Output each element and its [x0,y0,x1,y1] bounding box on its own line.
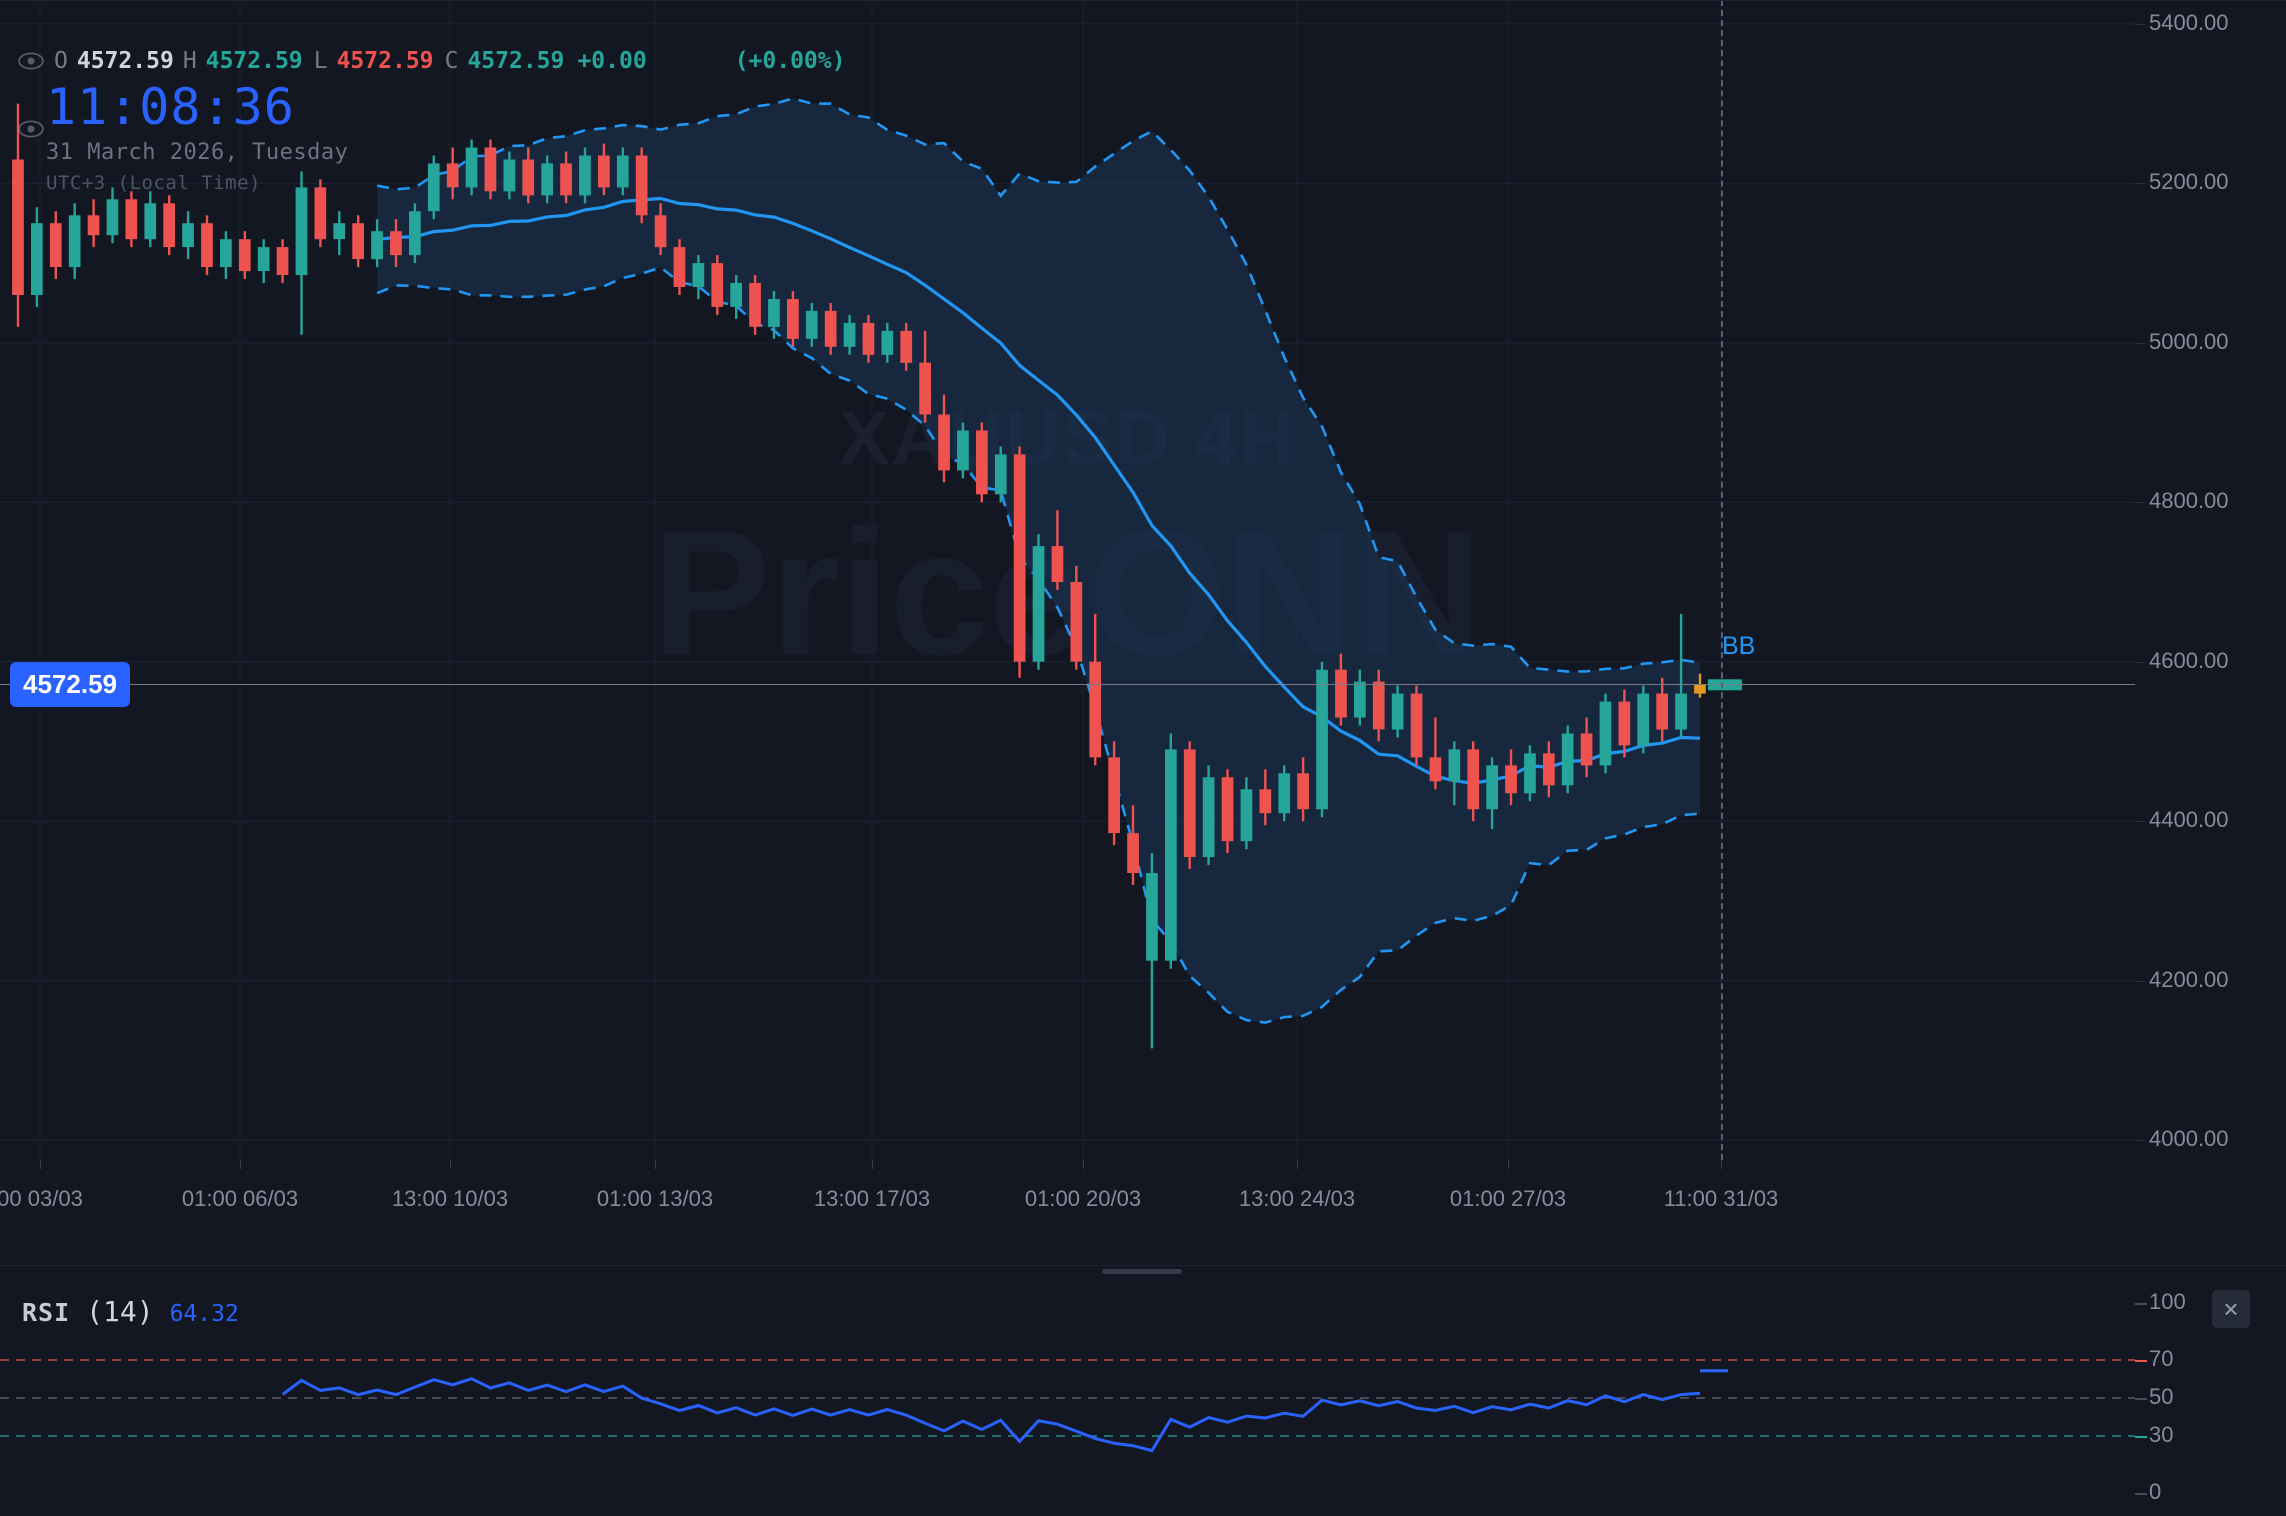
price-axis-dash [2135,183,2145,185]
ohlc-change-percent: (+0.00%) [734,48,846,74]
time-axis-tick: 01:00 20/03 [1024,1186,1142,1211]
chart-date-label: 31 March 2026, Tuesday [46,140,349,165]
current-price-badge[interactable]: 4572.59 [10,661,130,707]
pane-splitter[interactable] [0,1265,2286,1279]
time-axis-nub [872,1160,873,1169]
ohlc-low-label: L [313,48,328,74]
ohlc-change-absolute: +0.00 [577,48,647,74]
ohlc-open-label: O [54,48,68,74]
time-axis-tick: 13:00 17/03 [813,1186,931,1211]
rsi-axis-tick: 100 [2149,1289,2186,1314]
rsi-axis: 100 70 50 30 0 [2135,1279,2286,1516]
rsi-axis-dash [2135,1436,2147,1438]
ohlc-low-value: 4572.59 [336,48,434,74]
current-price-line [0,683,2135,685]
time-axis-tick: 13:00 24/03 [1238,1186,1356,1211]
price-axis-tick: 4000.00 [2149,1126,2229,1152]
time-axis-nub [1508,1160,1509,1169]
price-axis-dash [2135,23,2145,25]
ohlc-high-label: H [182,48,197,74]
chart-timezone-label: UTC+3 (Local Time) [46,172,261,194]
ohlc-high-value: 4572.59 [205,48,303,74]
rsi-period-label: (14) [86,1295,154,1328]
rsi-pane[interactable] [0,1279,2286,1516]
live-clock: 11:08:36 [46,78,295,136]
time-axis-tick: 01:00 06/03 [181,1186,299,1211]
time-axis-tick: 11:00 31/03 [1663,1186,1779,1211]
rsi-plot-area[interactable] [0,1303,2135,1493]
rsi-axis-dash [2135,1303,2147,1305]
visibility-eye-icon[interactable] [18,50,44,72]
price-axis-dash [2135,821,2145,823]
rsi-axis-dash [2135,1360,2147,1362]
price-axis-tick: 4200.00 [2149,966,2229,992]
price-axis-dash [2135,661,2145,663]
splitter-grip-handle[interactable] [1102,1269,1182,1274]
time-axis-nub [240,1160,241,1169]
time-axis-nub [40,1160,41,1169]
rsi-axis-dash [2135,1398,2147,1400]
rsi-indicator-name: RSI [22,1298,71,1327]
time-axis-tick: 13:00 10/03 [391,1186,509,1211]
time-axis-nub [450,1160,451,1169]
bollinger-bands-label[interactable]: BB [1722,631,1756,660]
price-axis-tick: 5400.00 [2149,9,2229,35]
close-icon[interactable]: × [2212,1290,2250,1328]
time-axis-nub [655,1160,656,1169]
visibility-eye-icon-secondary[interactable] [18,118,44,140]
price-plot-area[interactable]: XAUUSD 4H PriceONN BB [0,0,2135,1160]
rsi-legend[interactable]: RSI (14) 64.32 [22,1295,239,1328]
price-axis-tick: 5200.00 [2149,169,2229,195]
price-axis-dash [2135,502,2145,504]
rsi-axis-tick: 70 [2149,1346,2174,1371]
rsi-axis-tick: 50 [2149,1384,2174,1409]
time-axis-tick: 01:00 27/03 [1449,1186,1567,1211]
time-axis[interactable]: 00 03/03 01:00 06/03 13:00 10/03 01:00 13/0… [0,1160,2135,1230]
rsi-axis-dash [2135,1493,2147,1495]
price-axis-dash [2135,342,2145,344]
price-axis-tick: 4600.00 [2149,647,2229,673]
ohlc-close-label: C [444,48,459,74]
candlestick-series [12,97,1742,1049]
price-axis-dash [2135,980,2145,982]
price-axis[interactable]: 5400.00 5200.00 5000.00 4800.00 4600.00 4400.… [2135,0,2286,1160]
time-axis-tick: 01:00 13/03 [596,1186,714,1211]
price-axis-tick: 4800.00 [2149,488,2229,514]
price-axis-dash [2135,1140,2145,1142]
time-axis-nub [1083,1160,1084,1169]
time-axis-nub [1721,1160,1722,1169]
rsi-axis-tick: 30 [2149,1422,2174,1447]
price-pane[interactable]: XAUUSD 4H PriceONN BB O 4572.59 H 4572.59 … [0,0,2286,1285]
splitter-divider [0,1265,2286,1266]
time-axis-tick: 00 03/03 [0,1186,83,1211]
ohlc-open-value: 4572.59 [76,48,174,74]
price-axis-tick: 5000.00 [2149,328,2229,354]
rsi-line-series [0,1359,2135,1453]
price-axis-tick: 4400.00 [2149,807,2229,833]
rsi-axis-tick: 0 [2149,1479,2162,1504]
crosshair-vertical-line[interactable] [1721,0,1723,1160]
rsi-current-value: 64.32 [169,1301,239,1327]
time-axis-divider [0,0,2286,1]
ohlc-close-value: 4572.59 [467,48,565,74]
time-axis-nub [1297,1160,1298,1169]
ohlc-legend[interactable]: O 4572.59 H 4572.59 L 4572.59 C 4572.59 +0.0… [18,48,845,74]
